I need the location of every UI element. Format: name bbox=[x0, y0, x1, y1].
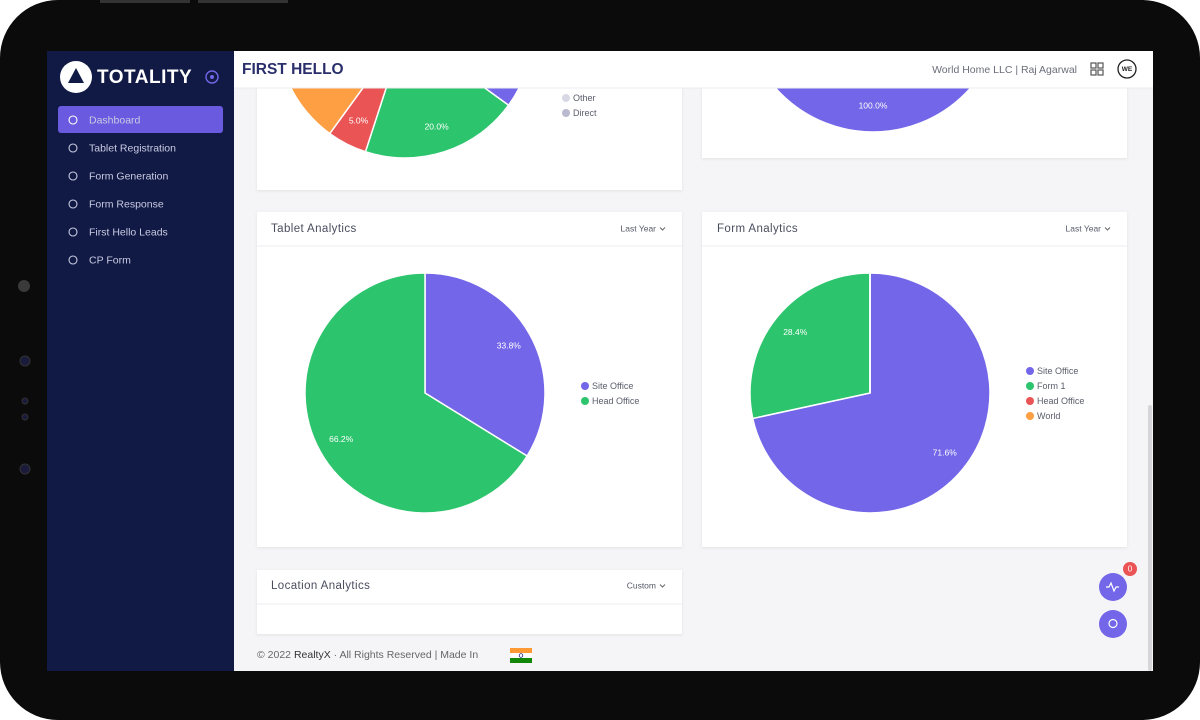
pie-slice bbox=[304, 272, 529, 514]
legend-swatch bbox=[1026, 382, 1034, 390]
slice-label: 66.2% bbox=[329, 434, 354, 444]
pie-slice bbox=[424, 272, 546, 458]
legend-label[interactable]: Other bbox=[573, 93, 596, 103]
logo-text: TOTALITY bbox=[97, 67, 192, 88]
menu-item[interactable]: CP Form bbox=[89, 254, 131, 266]
legend-swatch bbox=[562, 109, 570, 117]
legend-label[interactable]: World bbox=[1037, 411, 1060, 421]
slice-label: 100.0% bbox=[859, 100, 888, 110]
sensor bbox=[19, 355, 31, 367]
pie-chart: 100.0% bbox=[774, 88, 972, 133]
menu-icon bbox=[68, 115, 78, 125]
sensor bbox=[21, 397, 29, 405]
page-title: FIRST HELLO bbox=[242, 61, 344, 78]
menu-item[interactable]: Tablet Registration bbox=[89, 142, 176, 154]
device-button bbox=[198, 0, 288, 3]
card-title: Location Analytics bbox=[271, 580, 370, 592]
brand: RealtyX bbox=[294, 649, 331, 661]
header bbox=[234, 51, 1153, 88]
pie-slice bbox=[751, 272, 991, 514]
pie-chart: 20.0% 5.0% Other Direct bbox=[290, 88, 597, 159]
menu-icon bbox=[68, 255, 78, 265]
camera bbox=[18, 280, 30, 292]
sidebar bbox=[47, 51, 234, 671]
legend-swatch bbox=[581, 397, 589, 405]
card-title: Tablet Analytics bbox=[271, 223, 357, 235]
legend-swatch bbox=[1026, 367, 1034, 375]
legend-swatch bbox=[1026, 397, 1034, 405]
pie-chart: 71.6% 28.4% Site Office Form 1 Head Office Wo… bbox=[749, 272, 1084, 514]
copyright: © 2022 bbox=[257, 649, 291, 661]
active-menu-background bbox=[58, 106, 223, 133]
menu: Dashboard Tablet Registration Form Generat… bbox=[68, 114, 176, 266]
menu-item[interactable]: Dashboard bbox=[89, 114, 141, 126]
pie-slice bbox=[290, 88, 364, 135]
filter-dropdown[interactable]: Last Year bbox=[1066, 223, 1102, 233]
apps-icon[interactable] bbox=[1090, 62, 1104, 76]
slice-label: 5.0% bbox=[349, 115, 369, 125]
legend-label[interactable]: Head Office bbox=[592, 396, 639, 406]
card bbox=[257, 570, 682, 634]
legend-swatch bbox=[581, 382, 589, 390]
legend-swatch bbox=[562, 94, 570, 102]
avatar-text: WE bbox=[1122, 66, 1133, 73]
logo-triangle bbox=[68, 68, 84, 83]
chevron bbox=[659, 584, 666, 588]
slice-label: 33.8% bbox=[497, 340, 522, 350]
scrollbar bbox=[1148, 405, 1152, 671]
footer-rest: · All Rights Reserved | Made In bbox=[334, 649, 479, 661]
slice-label: 20.0% bbox=[425, 122, 450, 132]
sidebar-toggle-dot bbox=[210, 75, 214, 79]
legend-swatch bbox=[1026, 412, 1034, 420]
sensor bbox=[19, 463, 31, 475]
legend-label[interactable]: Site Office bbox=[592, 381, 633, 391]
pie-slice bbox=[774, 88, 972, 133]
legend-label[interactable]: Form 1 bbox=[1037, 381, 1066, 391]
filter-dropdown[interactable]: Custom bbox=[627, 580, 656, 590]
menu-item[interactable]: First Hello Leads bbox=[89, 226, 168, 238]
legend-label[interactable]: Direct bbox=[573, 108, 597, 118]
pie-slice bbox=[749, 272, 871, 420]
legend-label[interactable]: Site Office bbox=[1037, 366, 1078, 376]
chevron bbox=[659, 227, 666, 231]
card-title: Form Analytics bbox=[717, 223, 798, 235]
sidebar-toggle[interactable] bbox=[205, 70, 219, 84]
chevron bbox=[1104, 227, 1111, 231]
menu-icon bbox=[68, 143, 78, 153]
menu-item[interactable]: Form Generation bbox=[89, 170, 169, 182]
activity-icon bbox=[1106, 581, 1119, 593]
notification-count: 0 bbox=[1128, 565, 1133, 574]
pie-slice bbox=[483, 88, 520, 107]
notification-badge bbox=[1123, 562, 1137, 576]
footer-text: © 2022 RealtyX · All Rights Reserved | M… bbox=[257, 649, 478, 661]
legend-label[interactable]: Head Office bbox=[1037, 396, 1084, 406]
content: Tablet Analytics Last Year Form Analytic… bbox=[257, 88, 1152, 671]
chat-button[interactable] bbox=[1099, 610, 1127, 638]
menu-item[interactable]: Form Response bbox=[89, 198, 164, 210]
charts: 20.0% 5.0% Other Direct 100.0% 33.8% 66.2% Site… bbox=[290, 88, 1084, 514]
slice-label: 71.6% bbox=[933, 448, 958, 458]
chat-icon bbox=[1108, 618, 1118, 629]
account-name[interactable]: World Home LLC | Raj Agarwal bbox=[932, 64, 1077, 76]
slice-label: 28.4% bbox=[783, 327, 808, 337]
filter-dropdown[interactable]: Last Year bbox=[621, 223, 657, 233]
pie-slice bbox=[364, 88, 510, 159]
menu-icon bbox=[68, 171, 78, 181]
menu-icon bbox=[68, 227, 78, 237]
india-flag bbox=[510, 648, 532, 663]
pie-chart: 33.8% 66.2% Site Office Head Office bbox=[304, 272, 639, 514]
sensor bbox=[21, 413, 29, 421]
device-button bbox=[100, 0, 190, 3]
avatar[interactable] bbox=[1117, 59, 1137, 79]
menu-icon bbox=[68, 199, 78, 209]
